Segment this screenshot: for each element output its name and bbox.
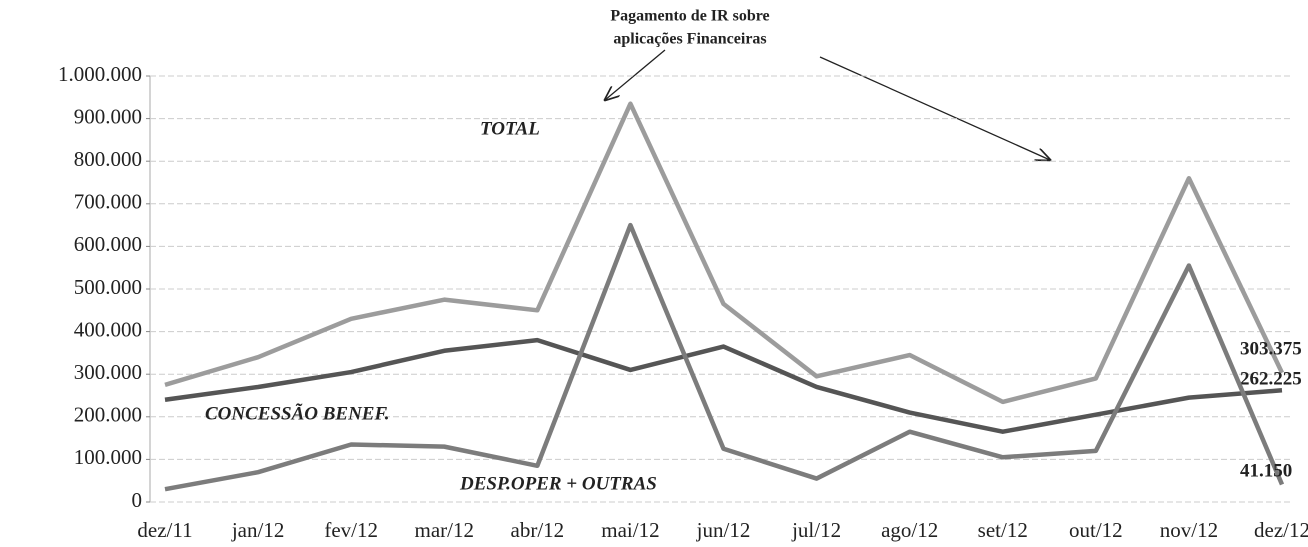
annotation-arrow (819, 56, 1050, 160)
series-label: TOTAL (480, 118, 540, 139)
y-tick-label: 900.000 (74, 104, 142, 128)
y-tick-label: 700.000 (74, 190, 142, 214)
line-series (164, 101, 1285, 405)
x-tick-label: jan/12 (231, 518, 285, 542)
y-tick-label: 100.000 (74, 445, 142, 469)
x-tick-label: ago/12 (881, 518, 938, 542)
x-tick-label: nov/12 (1160, 518, 1218, 542)
y-tick-label: 1.000.000 (58, 62, 142, 86)
x-tick-label: dez/12 (1254, 518, 1308, 542)
x-tick-label: jun/12 (696, 518, 751, 542)
line-series (164, 337, 1283, 434)
x-tick-label: abr/12 (511, 518, 565, 542)
series-label: CONCESSÃO BENEF. (205, 403, 389, 424)
data-label: 262.225 (1240, 368, 1302, 389)
y-tick-label: 0 (132, 488, 143, 512)
series-label: DESP.OPER + OUTRAS (459, 473, 657, 494)
y-tick-label: 500.000 (74, 275, 142, 299)
y-tick-label: 200.000 (74, 403, 142, 427)
x-tick-label: jul/12 (791, 518, 841, 542)
x-tick-label: dez/11 (137, 518, 192, 542)
x-tick-label: out/12 (1069, 518, 1123, 542)
line-series (164, 222, 1285, 492)
y-tick-label: 600.000 (74, 232, 142, 256)
y-tick-label: 400.000 (74, 317, 142, 341)
x-tick-label: mar/12 (415, 518, 474, 542)
x-tick-label: set/12 (978, 518, 1028, 542)
annotation: aplicações Financeiras (613, 31, 766, 48)
annotation: Pagamento de IR sobre (610, 8, 769, 25)
data-label: 303.375 (1240, 338, 1302, 359)
x-tick-label: mai/12 (601, 518, 659, 542)
y-tick-label: 800.000 (74, 147, 142, 171)
data-label: 41.150 (1240, 460, 1292, 481)
annotation-arrow (605, 49, 666, 100)
x-tick-label: fev/12 (324, 518, 378, 542)
y-tick-label: 300.000 (74, 360, 142, 384)
